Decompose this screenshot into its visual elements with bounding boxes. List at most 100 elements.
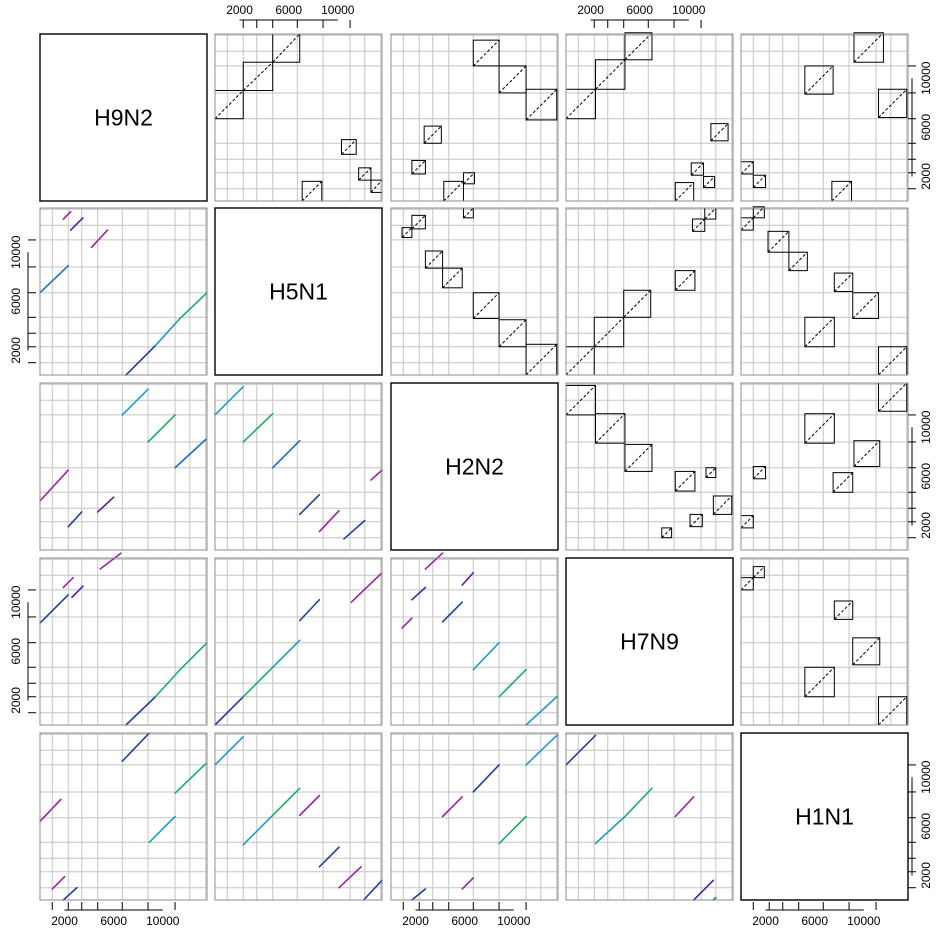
alignment-diagonal [675,471,695,491]
dotplot-segment [319,847,339,867]
panel-frame [40,733,207,900]
alignment-diagonal [499,66,526,93]
tick-label-right: 10000 [919,760,933,794]
alignment-box [833,473,853,493]
alignment-diagonal [273,34,300,62]
dotplot-segment [595,817,624,844]
tick-label-top: 6000 [626,3,653,17]
tick-label-left: 2000 [9,687,23,714]
dotplot-segment [40,595,68,623]
dotplot-segment [180,643,207,670]
alignment-diagonal [879,89,907,117]
alignment-box [302,181,322,201]
tick-label-right: 2000 [919,862,933,889]
tick-label-left: 10000 [9,585,23,619]
tick-label-top: 10000 [672,3,706,17]
dotplot-segment [215,697,243,725]
panel-frame [741,208,908,375]
alignment-diagonal [425,251,442,268]
panel-frame [391,208,558,375]
dotplot-segment [412,587,426,599]
variable-label: H9N2 [94,105,153,131]
dotplot-segment [473,643,499,670]
dotplot-segment [273,640,300,667]
alignment-diagonal [789,252,807,270]
tick-label-right: 10000 [919,410,933,444]
dotplot-segment [499,817,526,844]
dotplot-segment [300,495,320,515]
panel-frame [566,733,733,900]
tick-label-right: 2000 [919,163,933,190]
dotplot-segment [694,880,714,900]
tick-label-bottom: 10000 [847,914,881,928]
alignment-diagonal [443,268,463,288]
alignment-diagonal [853,293,879,319]
dotplot-segment [243,815,272,844]
alignment-diagonal [768,231,789,252]
alignment-diagonal [675,183,693,201]
tick-label-right: 6000 [919,463,933,490]
alignment-diagonal [566,89,595,118]
alignment-diagonal [302,181,322,201]
dotplot-segment [243,667,272,696]
tick-label-left: 10000 [9,235,23,269]
tick-label-right: 6000 [919,813,933,840]
variable-label: H1N1 [795,804,854,830]
panel-frame [215,383,382,550]
dotplot-segment [273,441,300,468]
tick-label-top: 2000 [226,3,253,17]
alignment-diagonal [341,140,356,155]
dotplot-segment [473,765,499,792]
dotplot-segment [63,212,70,219]
alignment-diagonal [741,162,753,174]
dotplot-segment [180,293,207,319]
dotplot-segment [175,764,206,793]
panel-frame [566,383,733,550]
panel-frame [40,208,207,375]
alignment-diagonal [805,667,834,696]
dotplot-segment [443,602,463,622]
dotplot-segment [243,414,272,442]
dotplot-segment [443,797,463,817]
panel-frame [215,733,382,900]
panel-frame [40,558,207,725]
alignment-diagonal [805,66,833,94]
alignment-box [443,268,463,288]
alignment-box [444,181,464,201]
alignment-diagonal [805,317,834,346]
alignment-diagonal [704,176,715,187]
tick-label-left: 2000 [9,337,23,364]
alignment-diagonal [243,62,272,90]
tick-label-bottom: 10000 [497,914,531,928]
alignment-diagonal [753,467,765,479]
tick-label-top: 2000 [577,3,604,17]
alignment-diagonal [444,181,464,201]
dotplot-segment [71,218,83,230]
dotplot-segment [215,387,243,415]
dotplot-segment [675,797,693,817]
dotplot-segment [351,574,380,602]
alignment-diagonal [215,90,243,118]
panel-frame [391,558,558,725]
alignment-diagonal [833,473,853,493]
alignment-diagonal [595,414,624,443]
dotplot-segment [126,346,155,375]
panel-frame [741,558,908,725]
tick-label-right: 2000 [919,512,933,539]
tick-label-left: 6000 [9,288,23,315]
alignment-diagonal [834,273,852,291]
dotplot-segment [462,573,473,585]
alignment-diagonal [594,317,623,346]
dotplot-segment [122,389,148,415]
alignment-diagonal [624,290,651,317]
dotplot-segment [175,439,206,467]
dotplot-segment [319,511,339,532]
dotplot-segment [149,817,175,843]
alignment-diagonal [690,514,702,526]
alignment-diagonal [526,89,557,120]
dotplot-segment [215,737,243,765]
variable-label: H2N2 [445,454,504,480]
alignment-diagonal [595,60,624,89]
dotplot-segment [63,888,77,900]
dotplot-segment [40,266,68,293]
